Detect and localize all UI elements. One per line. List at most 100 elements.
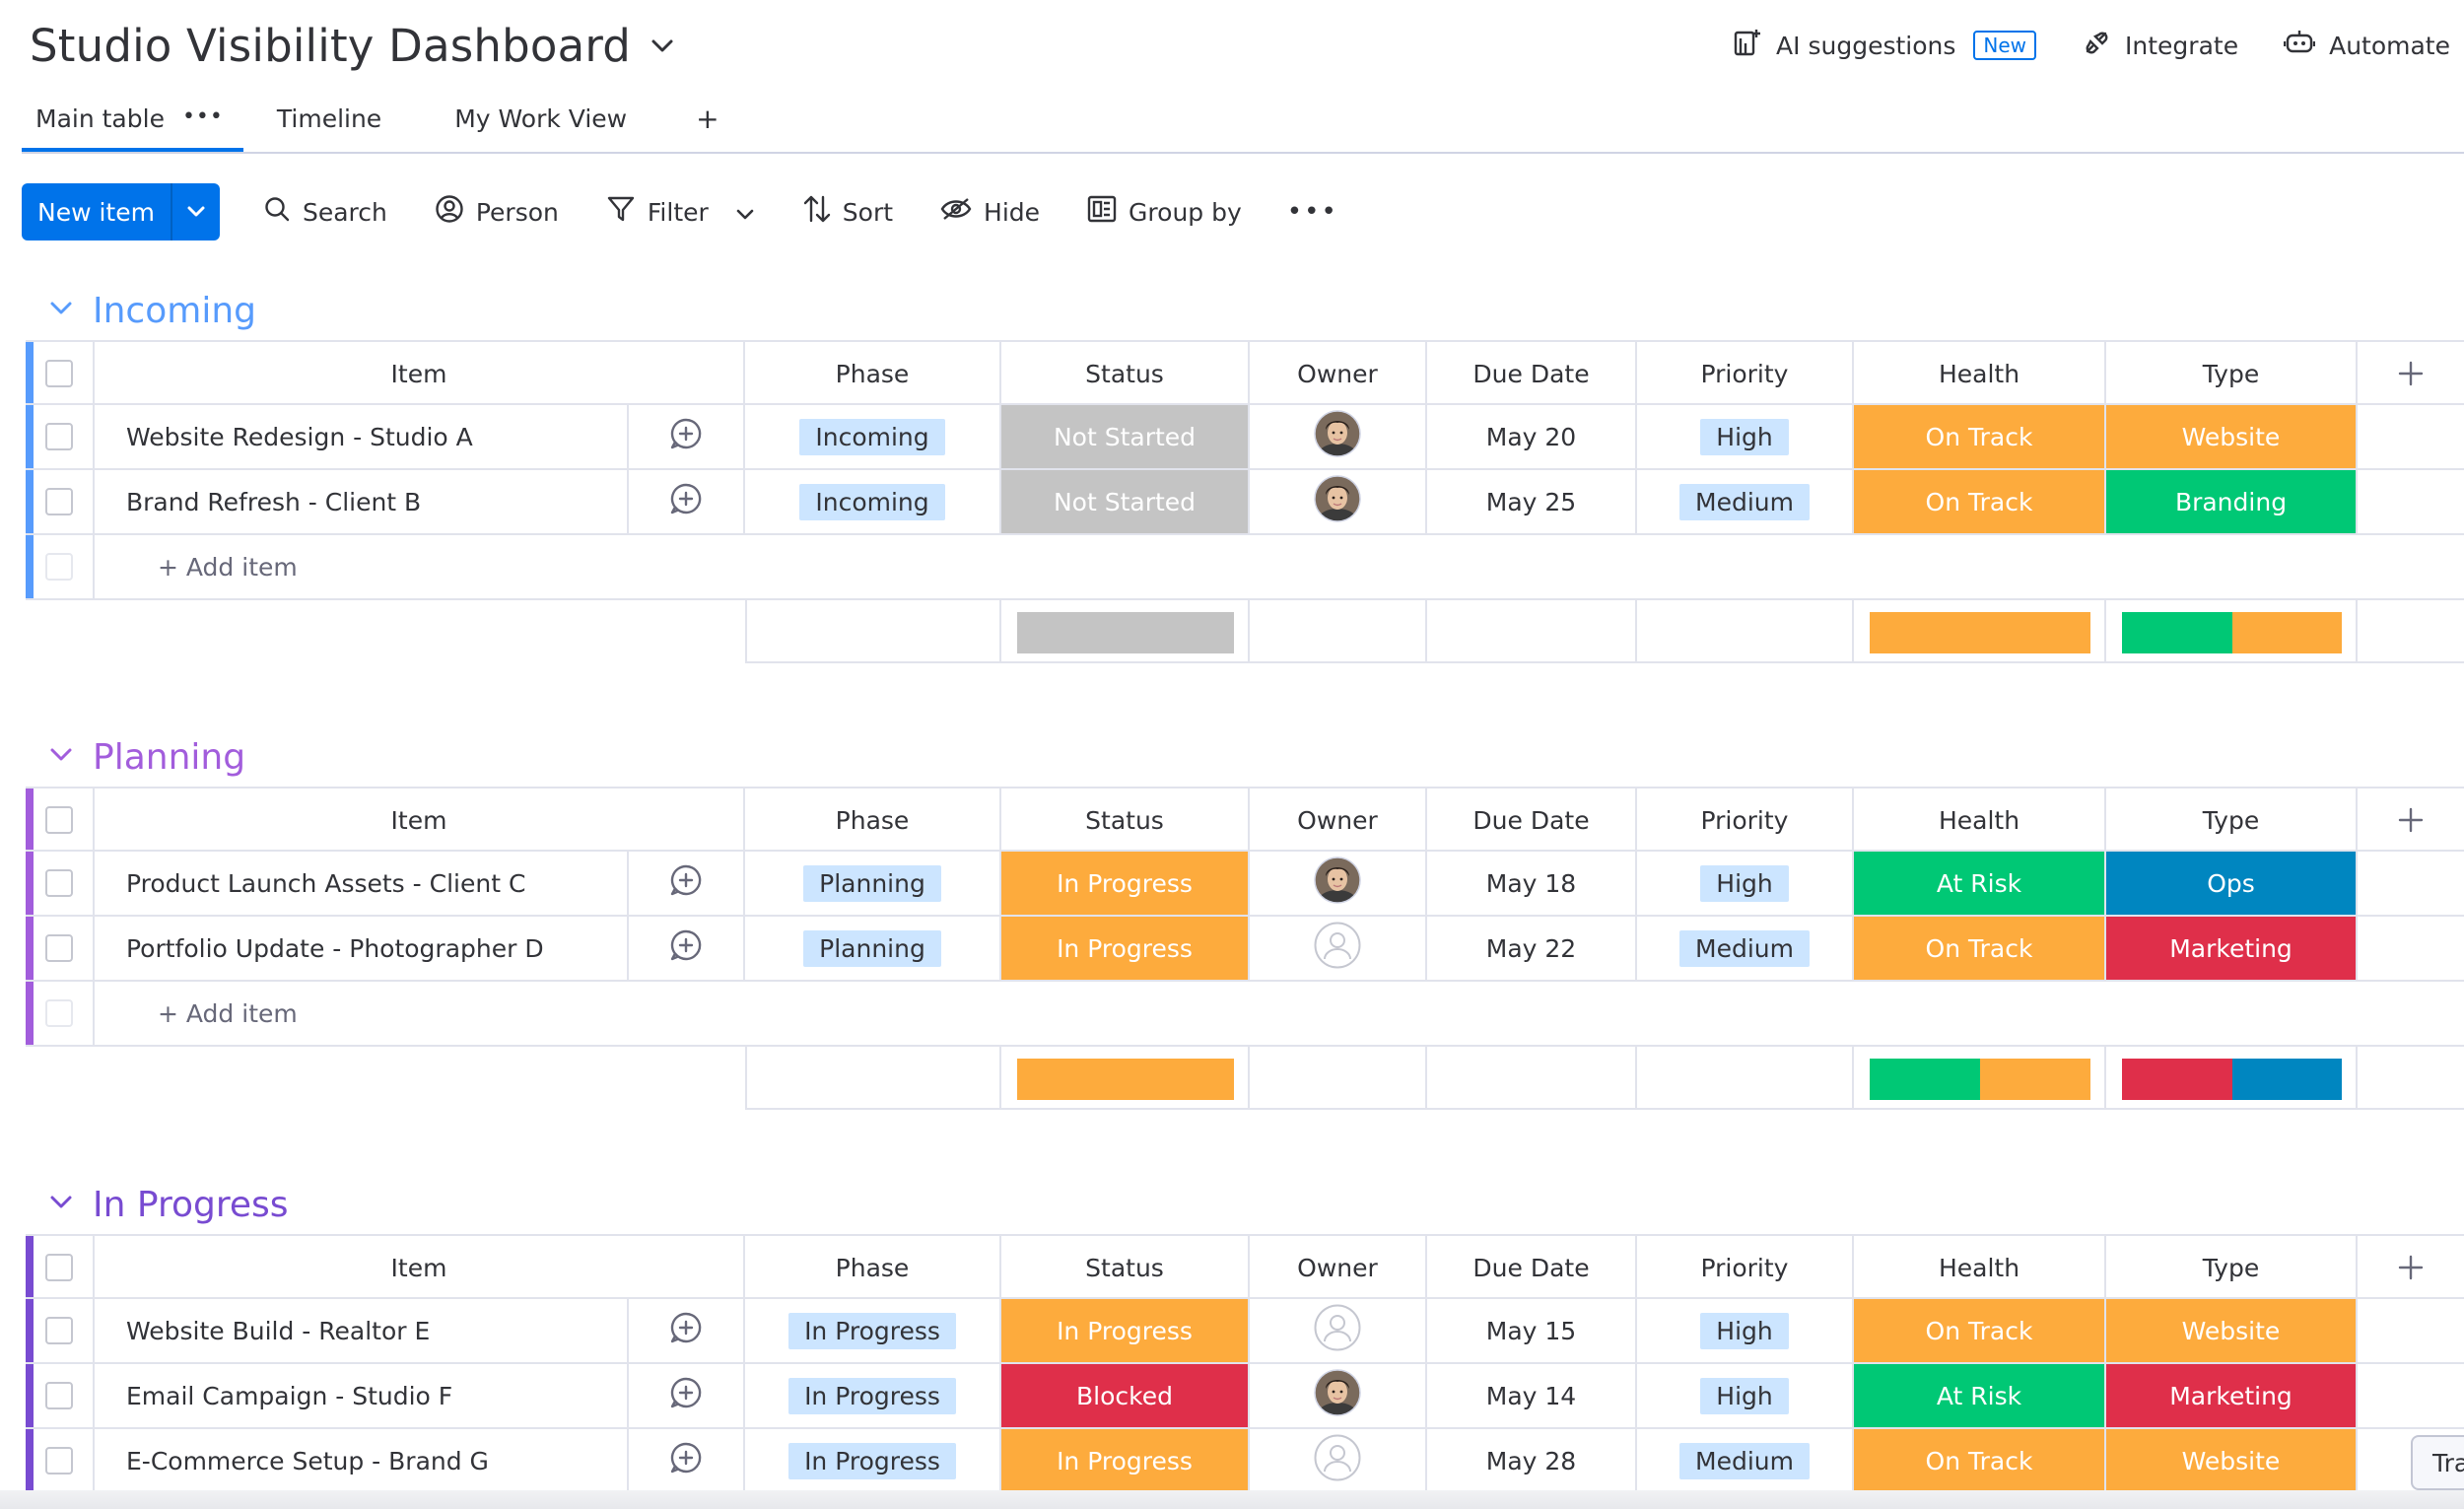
owner-cell[interactable]: [1250, 917, 1427, 980]
type-cell[interactable]: Ops: [2106, 852, 2358, 915]
row-checkbox-cell[interactable]: [26, 1429, 95, 1492]
select-all-checkbox-cell[interactable]: [26, 342, 95, 405]
due-date-cell[interactable]: May 28: [1427, 1429, 1637, 1492]
avatar[interactable]: [1314, 922, 1361, 975]
column-header-type[interactable]: Type: [2106, 789, 2358, 852]
column-header-priority[interactable]: Priority: [1637, 342, 1854, 405]
avatar[interactable]: [1314, 1304, 1361, 1357]
add-update-icon[interactable]: [669, 928, 703, 968]
row-checkbox-cell[interactable]: [26, 917, 95, 980]
row-checkbox-cell[interactable]: [26, 852, 95, 915]
column-header-phase[interactable]: Phase: [745, 1236, 1001, 1299]
row-checkbox[interactable]: [45, 869, 73, 897]
column-header-owner[interactable]: Owner: [1250, 1236, 1427, 1299]
item-updates-cell[interactable]: [629, 1429, 745, 1492]
chevron-down-icon[interactable]: [49, 1195, 73, 1214]
row-checkbox[interactable]: [45, 1317, 73, 1344]
type-cell[interactable]: Marketing: [2106, 1364, 2358, 1427]
ai-suggestions-button[interactable]: AI suggestions New: [1733, 28, 2037, 63]
chevron-down-icon[interactable]: [172, 183, 220, 240]
column-header-due-date[interactable]: Due Date: [1427, 1236, 1637, 1299]
item-name-cell[interactable]: Brand Refresh - Client B: [95, 470, 629, 533]
due-date-cell[interactable]: May 22: [1427, 917, 1637, 980]
chevron-down-icon[interactable]: [736, 198, 754, 227]
column-header-health[interactable]: Health: [1854, 342, 2106, 405]
person-filter-button[interactable]: Person: [435, 194, 559, 230]
health-cell[interactable]: At Risk: [1854, 852, 2106, 915]
owner-cell[interactable]: [1250, 1364, 1427, 1427]
add-column-button[interactable]: [2358, 342, 2464, 405]
integrate-button[interactable]: Integrate: [2082, 28, 2238, 63]
tab-my-work-view[interactable]: My Work View: [441, 97, 641, 152]
board-title[interactable]: Studio Visibility Dashboard: [30, 20, 632, 72]
group-title[interactable]: Incoming: [93, 290, 256, 331]
column-header-priority[interactable]: Priority: [1637, 1236, 1854, 1299]
row-checkbox-cell[interactable]: [26, 405, 95, 468]
phase-cell[interactable]: Incoming: [745, 470, 1001, 533]
filter-button[interactable]: Filter: [606, 194, 754, 230]
row-checkbox-cell[interactable]: [26, 1364, 95, 1427]
toast-popup[interactable]: Tra: [2411, 1435, 2464, 1490]
add-item-row[interactable]: + Add item: [26, 535, 2464, 600]
column-header-owner[interactable]: Owner: [1250, 789, 1427, 852]
select-all-checkbox-cell[interactable]: [26, 1236, 95, 1299]
due-date-cell[interactable]: May 25: [1427, 470, 1637, 533]
add-column-button[interactable]: [2358, 1236, 2464, 1299]
group-header[interactable]: Planning: [49, 732, 245, 782]
add-update-icon[interactable]: [669, 482, 703, 521]
avatar[interactable]: [1314, 857, 1361, 910]
status-cell[interactable]: In Progress: [1001, 852, 1250, 915]
more-options-icon[interactable]: •••: [181, 104, 224, 129]
group-title[interactable]: Planning: [93, 736, 246, 778]
item-updates-cell[interactable]: [629, 405, 745, 468]
add-item-input[interactable]: + Add item: [158, 998, 298, 1028]
column-header-health[interactable]: Health: [1854, 1236, 2106, 1299]
column-header-phase[interactable]: Phase: [745, 342, 1001, 405]
column-header-status[interactable]: Status: [1001, 1236, 1250, 1299]
add-item-row[interactable]: + Add item: [26, 982, 2464, 1047]
item-name[interactable]: E-Commerce Setup - Brand G: [126, 1446, 489, 1475]
chevron-down-icon[interactable]: [49, 747, 73, 767]
add-update-icon[interactable]: [669, 1311, 703, 1350]
phase-cell[interactable]: Incoming: [745, 405, 1001, 468]
summary-bar-type[interactable]: [2122, 612, 2342, 653]
tab-timeline[interactable]: Timeline: [263, 97, 395, 152]
add-item-input[interactable]: + Add item: [158, 552, 298, 582]
row-checkbox[interactable]: [45, 423, 73, 450]
summary-bar-status[interactable]: [1017, 1059, 1234, 1100]
table-row[interactable]: Website Build - Realtor E In Progress In P…: [26, 1299, 2464, 1364]
summary-bar-type[interactable]: [2122, 1059, 2342, 1100]
owner-cell[interactable]: [1250, 1429, 1427, 1492]
item-updates-cell[interactable]: [629, 470, 745, 533]
table-row[interactable]: Portfolio Update - Photographer D Plannin…: [26, 917, 2464, 982]
avatar[interactable]: [1314, 410, 1361, 463]
type-cell[interactable]: Website: [2106, 1429, 2358, 1492]
add-update-icon[interactable]: [669, 417, 703, 456]
tab-main-table[interactable]: Main table •••: [22, 97, 243, 152]
column-header-type[interactable]: Type: [2106, 342, 2358, 405]
owner-cell[interactable]: [1250, 470, 1427, 533]
chevron-down-icon[interactable]: [649, 33, 676, 60]
status-cell[interactable]: Blocked: [1001, 1364, 1250, 1427]
plus-icon[interactable]: [2397, 1254, 2425, 1281]
sort-button[interactable]: Sort: [803, 193, 893, 231]
status-cell[interactable]: Not Started: [1001, 405, 1250, 468]
phase-cell[interactable]: Planning: [745, 852, 1001, 915]
priority-cell[interactable]: High: [1637, 1364, 1854, 1427]
table-row[interactable]: Product Launch Assets - Client C Planning…: [26, 852, 2464, 917]
column-header-owner[interactable]: Owner: [1250, 342, 1427, 405]
row-checkbox-cell[interactable]: [26, 470, 95, 533]
priority-cell[interactable]: High: [1637, 852, 1854, 915]
plus-icon[interactable]: [2397, 360, 2425, 387]
due-date-cell[interactable]: May 14: [1427, 1364, 1637, 1427]
item-name[interactable]: Email Campaign - Studio F: [126, 1381, 453, 1410]
column-header-priority[interactable]: Priority: [1637, 789, 1854, 852]
health-cell[interactable]: On Track: [1854, 470, 2106, 533]
group-by-button[interactable]: Group by: [1087, 195, 1242, 229]
add-update-icon[interactable]: [669, 863, 703, 903]
type-cell[interactable]: Website: [2106, 1299, 2358, 1362]
health-cell[interactable]: On Track: [1854, 1299, 2106, 1362]
type-cell[interactable]: Website: [2106, 405, 2358, 468]
health-cell[interactable]: On Track: [1854, 1429, 2106, 1492]
phase-cell[interactable]: In Progress: [745, 1364, 1001, 1427]
